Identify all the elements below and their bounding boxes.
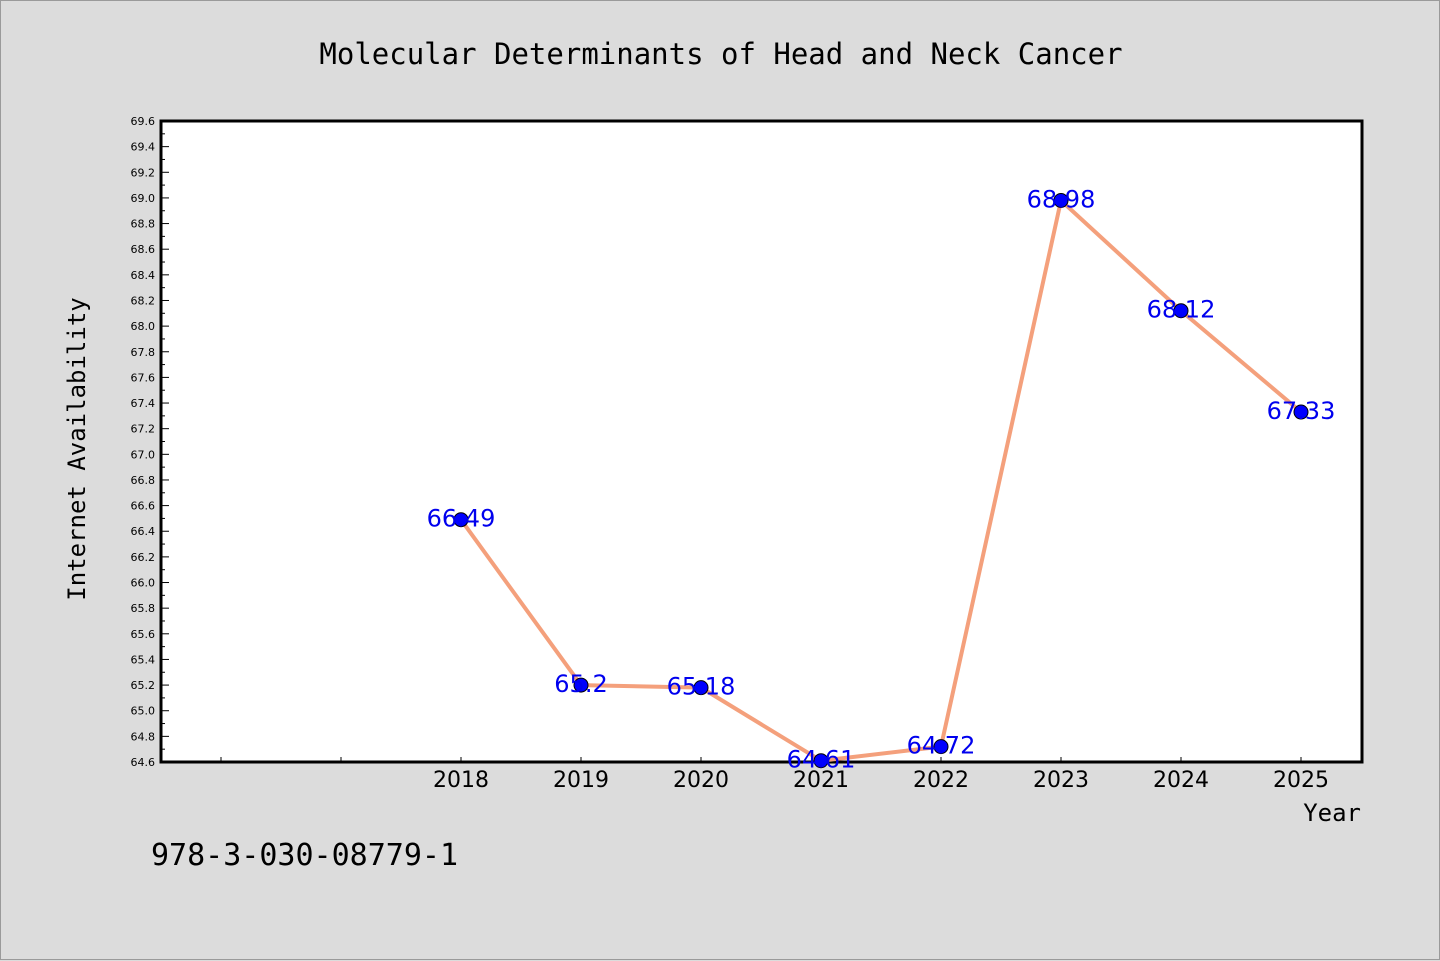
y-tick-label: 69.0 xyxy=(131,192,156,205)
x-tick-label: 2025 xyxy=(1273,768,1329,793)
x-axis: 2018 2019 2020 2021 2022 2023 2024 2025 xyxy=(220,757,1329,793)
data-point-label: 68.12 xyxy=(1147,296,1216,324)
x-axis-title: Year xyxy=(1303,799,1361,827)
y-tick-label: 68.2 xyxy=(131,294,156,307)
y-tick-label: 68.0 xyxy=(131,320,156,333)
x-tick-label: 2022 xyxy=(913,768,969,793)
y-tick-label: 66.4 xyxy=(131,525,156,538)
series-line xyxy=(459,198,1303,763)
isbn-text: 978-3-030-08779-1 xyxy=(151,838,458,873)
plot-area xyxy=(159,119,1364,764)
y-tick-label: 69.2 xyxy=(131,166,156,179)
x-tick-label: 2021 xyxy=(793,768,849,793)
x-tick-label: 2019 xyxy=(553,768,609,793)
data-point-label: 64.72 xyxy=(907,732,976,760)
data-point-marker xyxy=(813,753,829,769)
y-tick-label: 67.8 xyxy=(131,346,156,359)
data-point-label: 65.2 xyxy=(554,670,607,698)
y-tick-label: 66.2 xyxy=(131,551,156,564)
y-tick-label: 67.6 xyxy=(131,371,156,384)
y-tick-label: 69.4 xyxy=(131,141,156,154)
y-tick-label: 65.4 xyxy=(131,653,156,666)
y-axis-title: Internet Availability xyxy=(63,297,91,600)
y-tick-label: 65.8 xyxy=(131,602,156,615)
y-tick-label: 67.4 xyxy=(131,397,156,410)
data-point-label: 66.49 xyxy=(427,505,496,533)
data-point-marker xyxy=(573,677,589,693)
data-point-marker xyxy=(453,512,469,528)
data-point-label: 67.33 xyxy=(1267,397,1336,425)
y-tick-label: 64.8 xyxy=(131,730,156,743)
data-point-label: 64.61 xyxy=(787,746,856,774)
x-tick-label: 2023 xyxy=(1033,768,1089,793)
y-tick-label: 67.2 xyxy=(131,423,156,436)
data-point-label: 68.98 xyxy=(1027,185,1096,213)
data-point-marker xyxy=(1173,303,1189,319)
data-point-label: 65.18 xyxy=(667,673,736,701)
y-tick-label: 69.6 xyxy=(131,115,156,128)
y-tick-label: 65.2 xyxy=(131,679,156,692)
y-tick-label: 67.0 xyxy=(131,448,156,461)
x-tick-label: 2024 xyxy=(1153,768,1209,793)
data-point-marker xyxy=(693,680,709,696)
y-tick-label: 65.0 xyxy=(131,705,156,718)
y-tick-label: 65.6 xyxy=(131,628,156,641)
y-axis: 64.6 64.8 65.0 65.2 65.4 65.6 65.8 66.0 66.2 66.4… xyxy=(131,115,169,769)
y-tick-label: 68.8 xyxy=(131,218,156,231)
y-tick-label: 66.8 xyxy=(131,474,156,487)
series-internet-availability: 66.49 65.2 65.18 64.61 64.72 68.98 68.12 67.33 xyxy=(427,185,1336,773)
y-tick-label: 64.6 xyxy=(131,756,156,769)
chart-title: Molecular Determinants of Head and Neck … xyxy=(319,37,1122,71)
data-point-marker xyxy=(1293,404,1309,420)
y-tick-label: 68.6 xyxy=(131,243,156,256)
y-tick-label: 66.0 xyxy=(131,577,156,590)
x-tick-label: 2020 xyxy=(673,768,729,793)
data-point-marker xyxy=(933,739,949,755)
y-tick-label: 68.4 xyxy=(131,269,156,282)
y-tick-label: 66.6 xyxy=(131,500,156,513)
data-point-marker xyxy=(1053,192,1069,208)
x-tick-label: 2018 xyxy=(433,768,489,793)
